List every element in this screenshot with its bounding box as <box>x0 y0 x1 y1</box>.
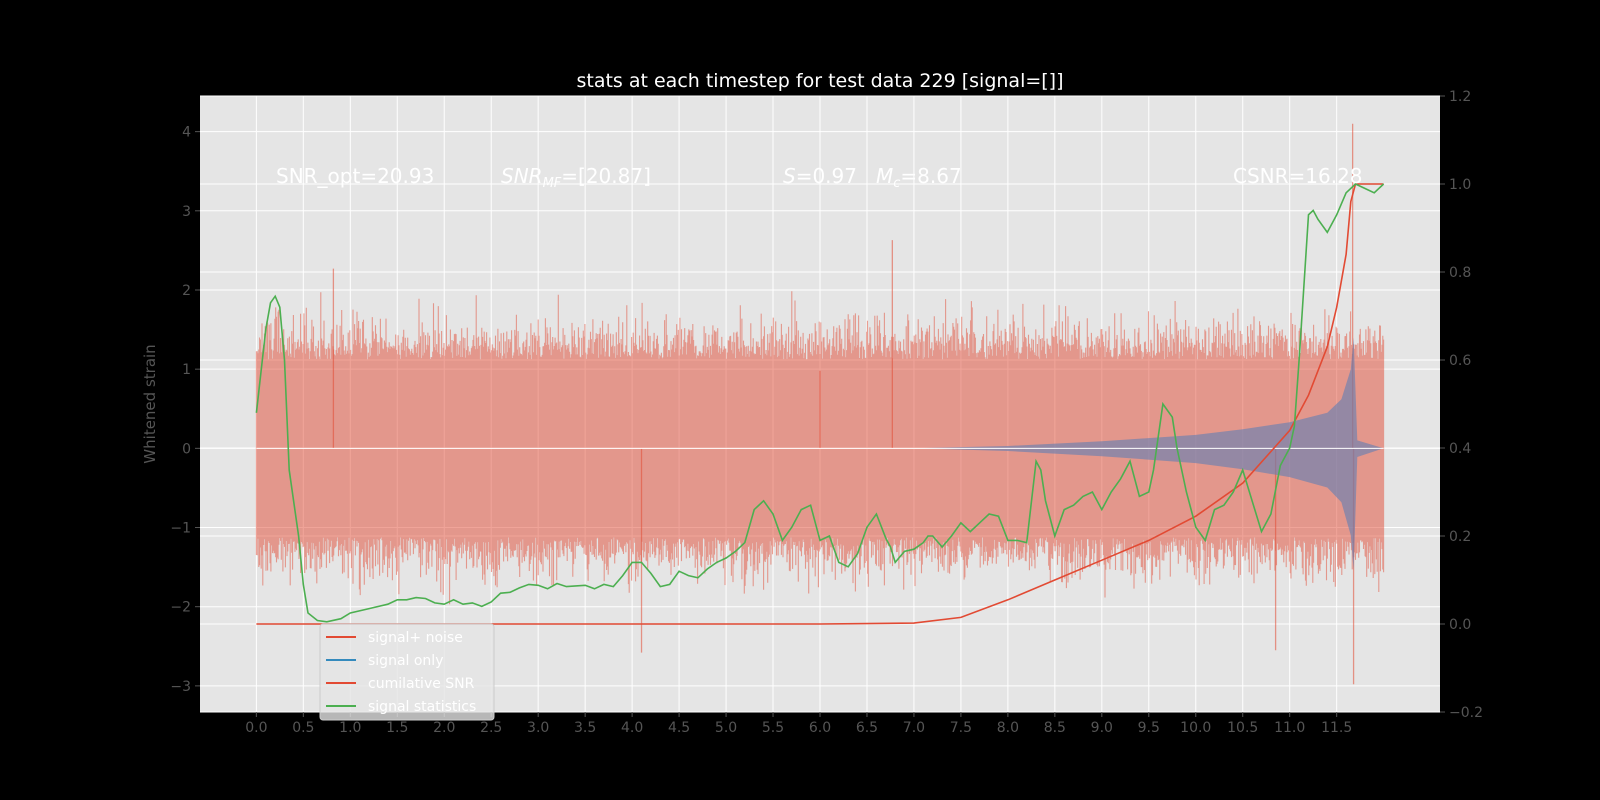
axis-ticks: 0.0 0.5 1.0 1.5 2.0 2.5 3.0 3.5 4.0 4.5 5.0 5.5 6.0 6… <box>170 89 1483 736</box>
y2-tick-label: 0.0 <box>1449 617 1471 633</box>
y-tick-label: 4 <box>182 125 191 141</box>
legend-label: signal only <box>368 653 443 669</box>
y2-tick-label: 0.4 <box>1449 441 1471 457</box>
x-tick-label: 4.0 <box>621 720 643 736</box>
y2-tick-label: −0.2 <box>1449 705 1483 721</box>
y2-tick-label: 0.2 <box>1449 529 1471 545</box>
x-tick-label: 0.5 <box>292 720 314 736</box>
legend-label: signal statistics <box>368 699 476 715</box>
y-tick-label: −1 <box>170 521 191 537</box>
mc-value: =8.67 <box>900 164 961 188</box>
snr-mf-symbol: SNR <box>501 164 543 188</box>
snr-mf-subscript: MF <box>543 176 562 191</box>
annotation-snr-opt: SNR_opt=20.93 <box>276 164 434 188</box>
y-tick-label: −3 <box>170 679 191 695</box>
x-tick-label: 9.0 <box>1091 720 1113 736</box>
y2-tick-label: 0.8 <box>1449 265 1471 281</box>
y2-tick-label: 0.6 <box>1449 353 1471 369</box>
x-tick-label: 11.5 <box>1321 720 1352 736</box>
x-tick-label: 10.0 <box>1180 720 1211 736</box>
annotation-snr-mf: SNRMF=[20.87] <box>501 164 651 191</box>
y-tick-label: 1 <box>182 362 191 378</box>
x-tick-label: 6.5 <box>856 720 878 736</box>
annotation-csnr: CSNR=16.28 <box>1233 164 1363 188</box>
y-axis-label: Whitened strain <box>141 344 159 463</box>
x-tick-label: 11.0 <box>1274 720 1305 736</box>
legend: signal+ noise signal only cumilative SNR si… <box>319 623 495 721</box>
x-tick-label: 10.5 <box>1227 720 1258 736</box>
x-tick-label: 1.5 <box>386 720 408 736</box>
x-tick-label: 8.0 <box>997 720 1019 736</box>
y-tick-label: −2 <box>170 600 191 616</box>
x-tick-label: 4.5 <box>668 720 690 736</box>
signal-only-series <box>913 337 1384 571</box>
x-tick-label: 5.0 <box>715 720 737 736</box>
x-tick-label: 1.0 <box>339 720 361 736</box>
y-tick-label: 2 <box>182 283 191 299</box>
legend-label: cumilative SNR <box>368 676 475 692</box>
mc-subscript: c <box>893 176 900 191</box>
snr-mf-value: =[20.87] <box>561 164 651 188</box>
x-tick-label: 7.0 <box>903 720 925 736</box>
y-tick-label: 3 <box>182 204 191 220</box>
x-tick-label: 2.0 <box>433 720 455 736</box>
x-tick-label: 8.5 <box>1044 720 1066 736</box>
legend-box <box>319 623 495 721</box>
x-tick-label: 6.0 <box>809 720 831 736</box>
y2-tick-label: 1.0 <box>1449 177 1471 193</box>
y-tick-label: 0 <box>182 441 191 457</box>
annotation-s: S=0.97 <box>783 164 857 188</box>
cumulative-snr-line <box>256 183 1384 625</box>
x-tick-label: 7.5 <box>950 720 972 736</box>
signal-statistics-line <box>255 183 1385 623</box>
s-value: =0.97 <box>796 164 857 188</box>
mc-symbol: M <box>876 164 893 188</box>
x-tick-label: 0.0 <box>245 720 267 736</box>
x-tick-label: 5.5 <box>762 720 784 736</box>
x-tick-label: 3.5 <box>574 720 596 736</box>
y2-tick-label: 1.2 <box>1449 89 1471 105</box>
x-tick-label: 2.5 <box>480 720 502 736</box>
x-tick-label: 3.0 <box>527 720 549 736</box>
annotation-mc: Mc=8.67 <box>876 164 962 191</box>
legend-label: signal+ noise <box>368 630 463 646</box>
s-symbol: S <box>783 164 796 188</box>
chart-title: stats at each timestep for test data 229… <box>576 70 1063 92</box>
x-tick-label: 9.5 <box>1138 720 1160 736</box>
